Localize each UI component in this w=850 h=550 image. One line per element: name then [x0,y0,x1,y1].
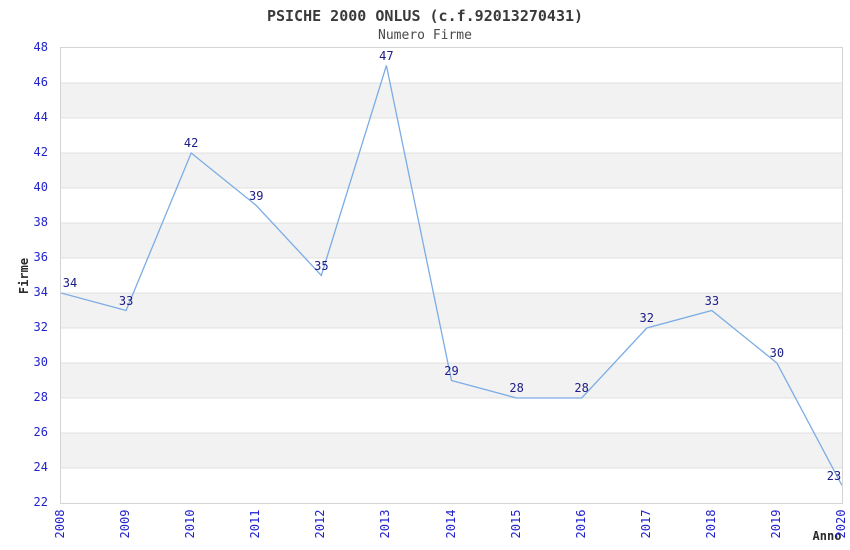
x-tick-label: 2015 [508,509,523,539]
x-tick-label: 2013 [378,509,393,539]
x-tick-label: 2016 [573,509,588,539]
data-point-label: 42 [183,136,199,150]
background-band [61,83,842,118]
data-point-label: 33 [704,293,720,308]
series-line [61,65,842,486]
x-tick-label: 2017 [638,509,653,539]
data-point-label: 28 [574,381,589,395]
data-point-label: 29 [444,363,459,378]
y-tick-label: 30 [33,355,48,369]
x-tick-label: 2008 [53,509,67,539]
line-chart-svg [61,65,842,486]
y-tick-label: 28 [33,390,48,404]
plot-area: 34 33 42 39 35 47 29 28 28 32 33 30 23 [60,47,843,504]
y-tick-label: 48 [33,40,48,54]
background-band [61,293,842,328]
x-axis-title: Anno [812,529,842,543]
y-tick-label: 44 [33,110,48,124]
x-tick-label: 2020 [834,509,848,539]
x-tick-label: 2011 [248,509,263,539]
x-tick-label: 2014 [443,509,458,539]
background-band [61,433,842,468]
x-tick-label: 2019 [768,509,783,539]
y-tick-label: 24 [33,460,48,474]
data-point-label: 32 [639,311,654,325]
data-point-label: 23 [826,468,842,483]
y-tick-label: 46 [33,75,48,89]
background-band [61,223,842,258]
chart-title: PSICHE 2000 ONLUS (c.f.92013270431) [266,7,584,25]
y-tick-label: 22 [33,495,48,509]
x-tick-label: 2012 [313,509,328,539]
chart-subtitle: Numero Firme [378,28,472,43]
data-point-label: 33 [118,293,134,308]
background-band [61,153,842,188]
data-point-label: 34 [62,276,78,290]
data-point-label: 30 [769,346,785,360]
x-tick-label: 2009 [118,509,133,539]
y-tick-label: 34 [33,285,48,299]
x-tick-label: 2010 [183,509,198,539]
x-tick-label: 2018 [703,509,718,539]
y-tick-label: 32 [33,320,48,334]
data-point-label: 28 [509,381,524,395]
y-tick-label: 26 [33,425,48,439]
y-tick-label: 40 [33,180,48,194]
data-point-label: 39 [249,188,264,203]
data-point-label: 35 [314,258,329,273]
y-tick-label: 38 [33,215,48,229]
y-tick-label: 42 [33,145,48,159]
data-point-label: 47 [379,48,394,63]
y-tick-label: 36 [33,250,48,264]
